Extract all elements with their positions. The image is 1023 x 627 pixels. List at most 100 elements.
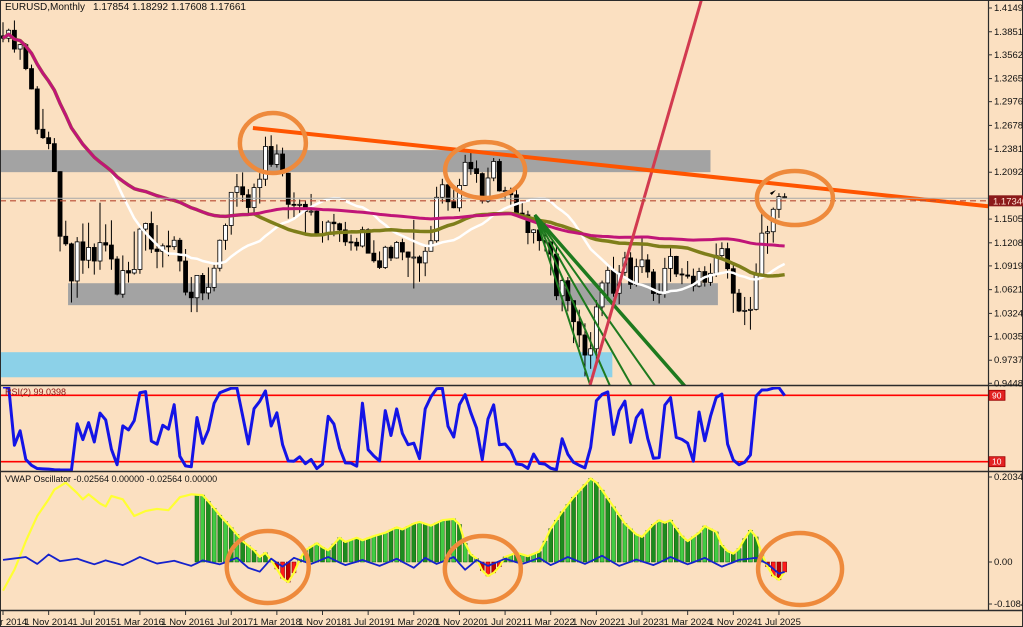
price-axis-label: 1.23810 bbox=[994, 144, 1023, 155]
bear-candle-body bbox=[63, 235, 69, 245]
rsi-level-axis-box bbox=[988, 456, 1006, 468]
bull-candle-body bbox=[17, 44, 23, 50]
price-axis-label: 1.41490 bbox=[994, 3, 1023, 14]
bear-candle-body bbox=[576, 321, 582, 336]
highlight-circle[interactable] bbox=[755, 530, 845, 608]
price-axis[interactable]: 1.41490 1.38515 1.35625 1.32650 1.29760 1.267… bbox=[988, 3, 1023, 610]
bear-candle-body bbox=[730, 268, 736, 294]
descending-trendline[interactable] bbox=[252, 126, 1023, 210]
time-axis-label: 1 Mar 2020 bbox=[390, 617, 438, 627]
bull-candle-body bbox=[719, 248, 725, 256]
bull-candle-body bbox=[137, 228, 143, 270]
bear-candle-body bbox=[399, 242, 405, 253]
time-axis-label: 1 Nov 2024 bbox=[709, 617, 758, 627]
bear-candle-body bbox=[377, 260, 382, 268]
highlight-circle[interactable] bbox=[224, 528, 311, 606]
time-axis-label: 1 Jul 2023 bbox=[620, 617, 664, 627]
bull-candle-body bbox=[131, 269, 137, 274]
ascending-trendline[interactable] bbox=[588, 0, 703, 385]
bull-candle-body bbox=[668, 255, 673, 269]
bear-candle-body bbox=[417, 256, 422, 264]
green-fan-trendline[interactable] bbox=[533, 214, 634, 390]
bull-candle-body bbox=[588, 348, 594, 356]
bull-candle-body bbox=[708, 272, 713, 283]
price-axis-label: 1.12080 bbox=[994, 238, 1023, 249]
price-axis-label: 1.35625 bbox=[994, 50, 1023, 61]
bear-candle-body bbox=[525, 214, 531, 233]
bull-candle-body bbox=[742, 309, 748, 312]
osc-scale-label: 0.00 bbox=[994, 557, 1013, 568]
bull-candle-body bbox=[74, 241, 80, 282]
bull-candle-body bbox=[360, 229, 365, 247]
bull-candle-body bbox=[97, 242, 103, 262]
bear-candle-body bbox=[679, 273, 685, 276]
bear-candle-body bbox=[40, 128, 46, 139]
bull-candle-body bbox=[194, 274, 200, 299]
price-axis-label: 1.03240 bbox=[994, 308, 1023, 319]
highlight-circle[interactable] bbox=[442, 533, 524, 605]
time-axis-label: 1 Mar 2024 bbox=[664, 617, 712, 627]
bear-candle-body bbox=[348, 241, 354, 244]
bear-candle-body bbox=[690, 275, 696, 287]
chart-title: EURUSD,Monthly 1.17854 1.18292 1.17608 1.… bbox=[5, 2, 246, 13]
bull-candle-body bbox=[485, 177, 491, 202]
rsi-pane[interactable] bbox=[0, 386, 988, 471]
bull-candle-body bbox=[439, 184, 445, 198]
bear-candle-body bbox=[177, 239, 183, 262]
rsi-pane-group bbox=[0, 387, 988, 471]
bear-candle-body bbox=[109, 244, 114, 260]
highlight-circle[interactable] bbox=[237, 110, 309, 176]
bear-candle-body bbox=[474, 168, 479, 174]
bear-candle-body bbox=[57, 171, 63, 237]
price-axis-label: 1.26785 bbox=[994, 120, 1023, 131]
bear-candle-body bbox=[29, 68, 34, 90]
time-axis-label: 1 Nov 2016 bbox=[161, 617, 210, 627]
bull-candle-body bbox=[297, 203, 303, 206]
bear-candle-body bbox=[645, 259, 651, 273]
osc-pane[interactable] bbox=[0, 472, 988, 610]
bear-candle-body bbox=[371, 252, 377, 262]
bear-candle-body bbox=[405, 251, 411, 258]
bull-candle-body bbox=[171, 239, 177, 248]
bear-candle-body bbox=[51, 143, 57, 172]
bull-candle-body bbox=[228, 191, 234, 226]
green-fan-trendline[interactable] bbox=[533, 213, 688, 390]
price-axis-label: 1.29760 bbox=[994, 97, 1023, 108]
bull-candle-body bbox=[639, 259, 645, 268]
highlight-circle[interactable] bbox=[754, 168, 836, 228]
bear-candle-body bbox=[468, 161, 474, 170]
time-axis-label: 1 Mar 2022 bbox=[527, 617, 575, 627]
bear-candle-body bbox=[685, 274, 691, 277]
bull-candle-body bbox=[308, 210, 314, 213]
bull-candle-body bbox=[382, 246, 388, 268]
bull-candle-body bbox=[217, 239, 223, 269]
green-fan-trendline[interactable] bbox=[533, 214, 658, 390]
arrow-marker bbox=[769, 189, 776, 195]
support-zone bbox=[0, 352, 613, 378]
rsi-level-axis-box bbox=[988, 389, 1006, 401]
price-axis-label: 1.20920 bbox=[994, 167, 1023, 178]
green-fan-trendline[interactable] bbox=[533, 214, 612, 390]
highlight-circle[interactable] bbox=[442, 139, 528, 201]
ohlc-readout: 1.17854 1.18292 1.17608 1.17661 bbox=[93, 2, 246, 13]
bear-candle-body bbox=[126, 270, 131, 274]
bull-candle-body bbox=[765, 231, 770, 234]
bear-candle-body bbox=[365, 229, 371, 254]
bear-candle-body bbox=[342, 229, 348, 243]
bull-candle-body bbox=[120, 270, 126, 295]
bear-candle-body bbox=[445, 184, 451, 203]
bull-candle-body bbox=[776, 196, 782, 210]
bull-candle-body bbox=[748, 308, 753, 311]
price-axis-label: 1.32650 bbox=[994, 74, 1023, 85]
time-axis-label: 1 Jul 2015 bbox=[72, 617, 116, 627]
price-axis-label: 1.15055 bbox=[994, 214, 1023, 225]
bear-candle-body bbox=[673, 255, 679, 275]
price-axis-label: 1.09190 bbox=[994, 261, 1023, 272]
green-fan-trendline[interactable] bbox=[533, 214, 592, 390]
bear-candle-body bbox=[188, 291, 194, 299]
rsi-indicator-label: RSI(2) 99.0398 bbox=[5, 387, 67, 397]
main-chart-pane[interactable] bbox=[0, 1, 988, 385]
bull-candle-body bbox=[143, 223, 149, 230]
